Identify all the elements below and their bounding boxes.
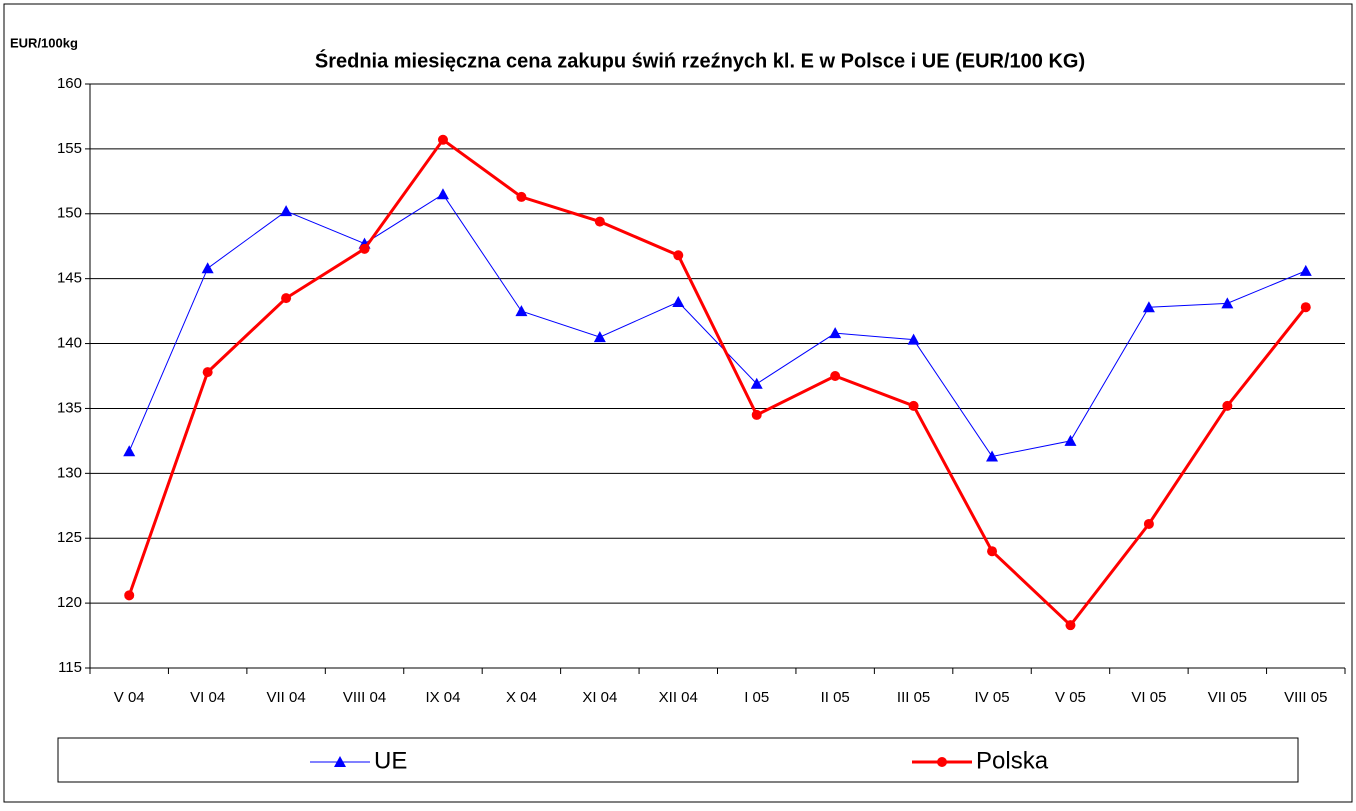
point	[987, 546, 998, 557]
x-tick-label: V 04	[114, 689, 145, 706]
point	[437, 134, 448, 145]
point	[516, 191, 527, 202]
point	[1299, 264, 1312, 276]
chart-title: Średnia miesięczna cena zakupu świń rzeź…	[315, 48, 1085, 72]
x-tick-label: XI 04	[582, 689, 617, 706]
x-tick-label: VIII 05	[1284, 689, 1327, 706]
x-tick-label: I 05	[744, 689, 769, 706]
x-tick-label: II 05	[821, 689, 850, 706]
series-line	[128, 193, 1306, 458]
x-tick-label: IV 05	[975, 689, 1010, 706]
point	[829, 327, 842, 339]
point	[1142, 301, 1155, 313]
point	[594, 216, 605, 227]
x-tick-label: V 05	[1055, 689, 1086, 706]
legend-marker	[937, 757, 947, 767]
series-line	[127, 137, 1307, 628]
legend	[57, 737, 1299, 783]
y-tick-label: 140	[57, 335, 82, 352]
y-tick-label: 155	[57, 140, 82, 157]
x-tick-label: VII 05	[1208, 689, 1247, 706]
point	[1143, 518, 1154, 529]
y-tick-label: 150	[57, 205, 82, 222]
legend-label: UE	[374, 747, 407, 774]
point	[751, 409, 762, 420]
point	[124, 590, 135, 601]
point	[1300, 302, 1311, 313]
chart-border	[3, 3, 1353, 803]
y-tick-label: 160	[57, 75, 82, 92]
point	[1065, 620, 1076, 631]
x-tick-label: III 05	[897, 689, 930, 706]
legend-marker	[334, 756, 346, 767]
x-tick-label: VI 04	[190, 689, 225, 706]
x-tick-label: VIII 04	[343, 689, 386, 706]
point	[673, 250, 684, 261]
point	[202, 367, 213, 378]
y-tick-label: 145	[57, 270, 82, 287]
y-axis-label: EUR/100kg	[10, 35, 78, 50]
point	[986, 450, 999, 462]
y-tick-label: 125	[57, 529, 82, 546]
point	[359, 243, 370, 254]
y-tick-label: 115	[58, 659, 82, 676]
point	[1222, 400, 1233, 411]
y-tick-label: 135	[57, 399, 82, 416]
point	[1064, 434, 1077, 446]
point	[281, 293, 292, 304]
x-tick-label: X 04	[506, 689, 537, 706]
x-tick-label: VII 04	[266, 689, 305, 706]
point	[1221, 297, 1234, 309]
point	[830, 371, 841, 381]
point	[907, 333, 920, 345]
y-tick-label: 130	[57, 464, 82, 481]
legend-label: Polska	[976, 747, 1049, 774]
point	[908, 400, 919, 411]
point	[436, 188, 449, 200]
point	[750, 377, 763, 389]
point	[280, 205, 293, 217]
x-tick-label: XII 04	[659, 689, 698, 706]
point	[201, 262, 214, 274]
x-tick-label: VI 05	[1131, 689, 1166, 706]
y-tick-label: 120	[57, 594, 82, 611]
point	[672, 296, 685, 308]
x-tick-label: IX 04	[425, 689, 460, 706]
point	[515, 305, 528, 317]
point	[593, 331, 606, 343]
point	[123, 445, 136, 457]
